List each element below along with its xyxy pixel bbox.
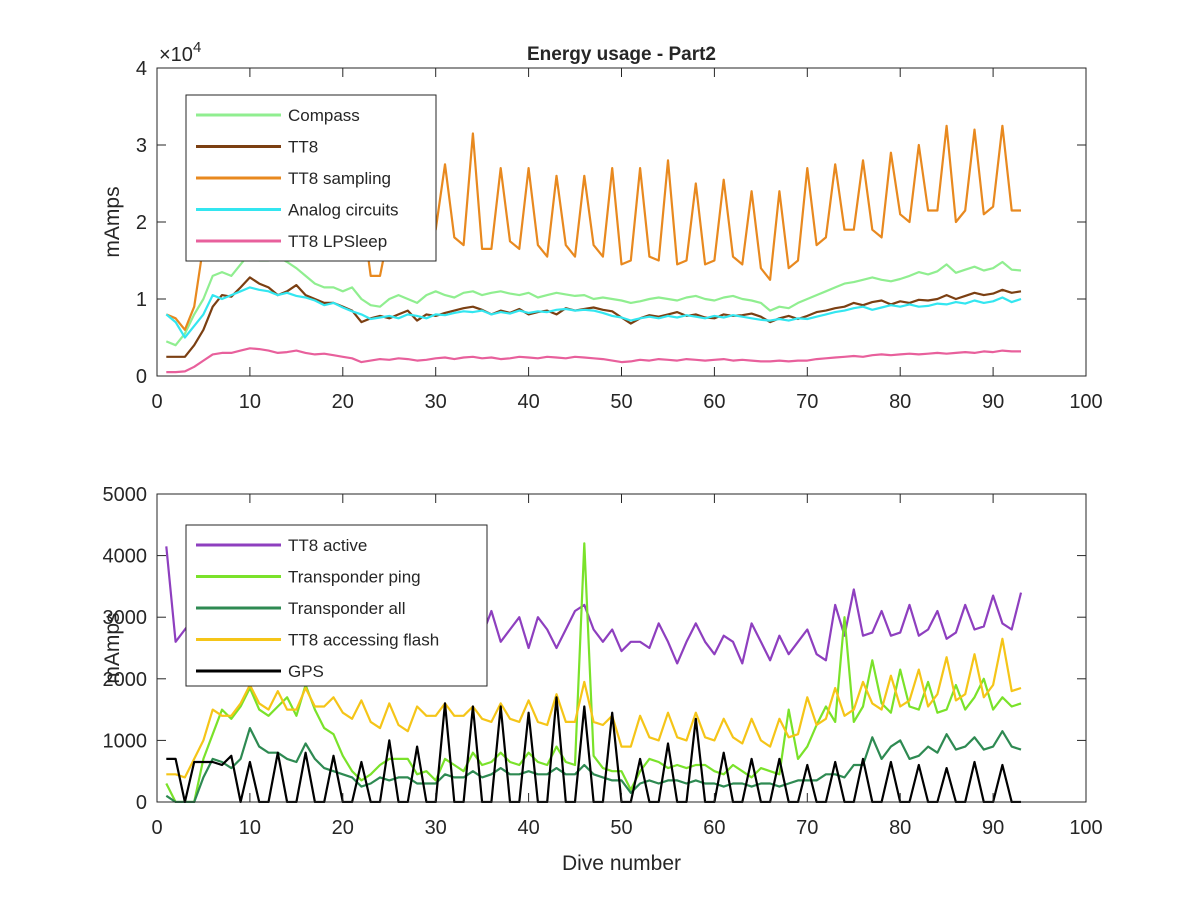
y-tick-label: 0 [136,366,147,388]
x-tick-label: 10 [239,817,261,839]
legend-entry-label: TT8 active [288,536,367,555]
legend-entry-label: Compass [288,106,360,125]
x-tick-label: 80 [889,391,911,413]
legend-entry-label: TT8 sampling [288,169,391,188]
legend-box [185,524,488,687]
y-tick-label: 4000 [103,546,148,568]
y-axis-label: mAmps [101,612,124,683]
x-tick-label: 80 [889,817,911,839]
y-tick-label: 1000 [103,730,148,752]
y-tick-label: 2000 [103,669,148,691]
x-tick-label: 90 [982,817,1004,839]
x-tick-label: 60 [703,391,725,413]
x-tick-label: 90 [982,391,1004,413]
x-tick-label: 0 [151,817,162,839]
x-tick-label: 100 [1069,391,1102,413]
legend: TT8 active Transponder ping Transponder al… [185,524,488,687]
x-tick-label: 50 [610,817,632,839]
x-tick-label: 60 [703,817,725,839]
legend-entry-label: Transponder all [288,599,406,618]
y-tick-label: 3 [136,135,147,157]
series-line-tt8-lpsleep [166,347,1021,374]
y-tick-label: 3000 [103,607,148,629]
y-exponent-label: ×104 [159,39,201,66]
subplot-2: 0 10 20 30 40 50 60 70 80 90 100010002000300040005… [101,484,1103,875]
subplot-1: 0 10 20 30 40 50 60 70 80 90 100 0 1 2 3 4 ×104 Energy us… [101,39,1103,413]
x-tick-label: 20 [332,817,354,839]
x-tick-label: 40 [517,817,539,839]
x-tick-label: 20 [332,391,354,413]
x-tick-label: 70 [796,391,818,413]
y-tick-label: 1 [136,289,147,311]
x-tick-label: 40 [517,391,539,413]
legend-entry-label: TT8 [288,138,318,157]
legend-entry-label: TT8 LPSleep [288,232,387,251]
x-tick-label: 0 [151,391,162,413]
series-line-analog-circuits [165,286,1022,339]
x-axis-label: Dive number [562,852,681,875]
y-tick-label: 5000 [103,484,148,506]
series-line-transponder-all [165,727,1022,803]
series-line-tt8-accessing-flash [166,637,1022,779]
y-tick-label: 0 [136,792,147,814]
y-axis-label: mAmps [101,186,124,257]
x-tick-label: 30 [425,391,447,413]
legend-entry-label: Analog circuits [288,201,399,220]
series-line-compass [165,251,1022,347]
series-line-tt8 [166,276,1022,358]
x-tick-label: 100 [1069,817,1102,839]
x-tick-label: 10 [239,391,261,413]
legend-entry-label: Transponder ping [288,568,421,587]
y-tick-label: 4 [136,58,147,80]
x-tick-label: 50 [610,391,632,413]
chart-title: Energy usage - Part2 [527,44,716,65]
legend-entry-label: GPS [288,662,324,681]
y-tick-label: 2 [136,212,147,234]
legend-entry-label: TT8 accessing flash [288,631,439,650]
legend: Compass TT8 TT8 sampling Analog circuits TT8… [185,94,437,262]
x-tick-label: 30 [425,817,447,839]
x-tick-label: 70 [796,817,818,839]
